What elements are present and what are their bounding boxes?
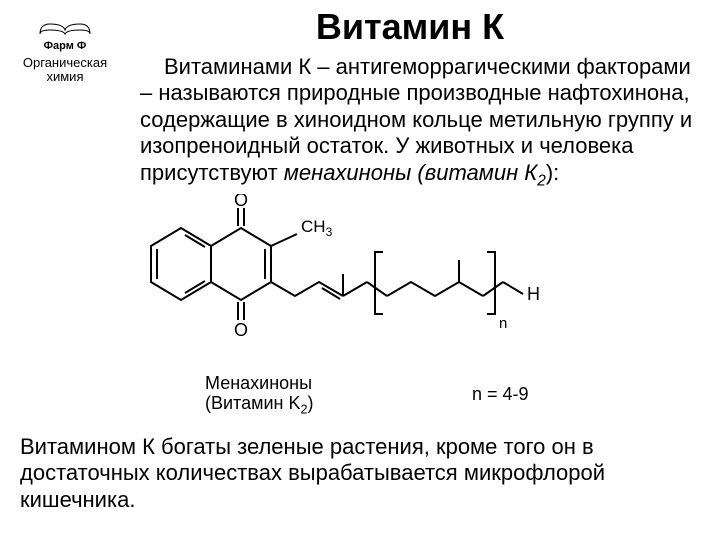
- logo-block: Фарм Ф Органическая химия: [10, 16, 120, 85]
- intro-paragraph: Витаминами К – антигеморрагическими факт…: [140, 54, 700, 190]
- chemical-structure: O O CH3 H n: [125, 194, 595, 354]
- label-O-top: O: [234, 194, 248, 210]
- n-value: n = 4-9: [472, 384, 529, 405]
- book-icon: [35, 16, 95, 38]
- label-H: H: [527, 284, 540, 304]
- logo-top-text: Фарм Ф: [10, 40, 120, 52]
- structure-caption: Менахиноны (Витамин K2): [205, 374, 314, 417]
- closing-paragraph: Витамином К богаты зеленые растения, кро…: [20, 434, 700, 513]
- label-O-bottom: O: [234, 320, 248, 340]
- label-n: n: [499, 315, 507, 332]
- page-title: Витамин К: [120, 6, 700, 48]
- logo-bottom-text: Органическая химия: [10, 56, 120, 85]
